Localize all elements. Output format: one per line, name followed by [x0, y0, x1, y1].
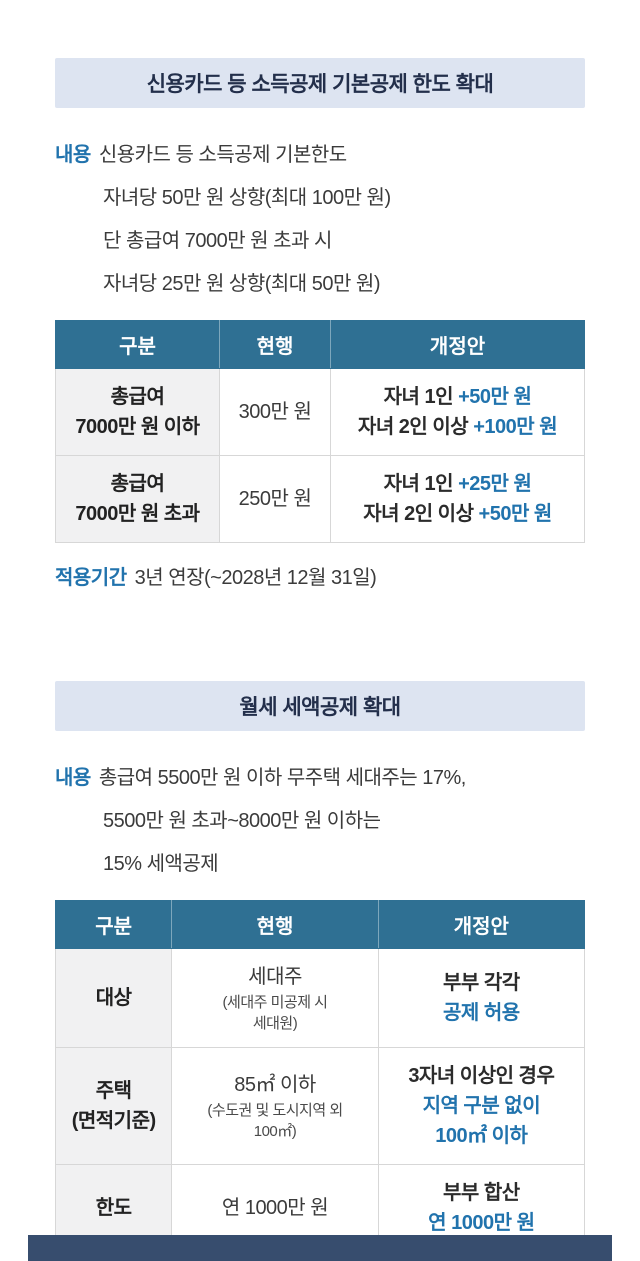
table-header-row: 구분 현행 개정안 — [54, 900, 586, 949]
current-cell: 세대주 (세대주 미공제 시 세대원) — [171, 948, 379, 1048]
highlight-value: +50만 원 — [458, 386, 532, 408]
table-row: 총급여 7000만 원 초과 250만 원 자녀 1인 +25만 원 자녀 2인… — [55, 455, 585, 543]
category-line: 7000만 원 이하 — [75, 416, 200, 438]
table-row: 주택 (면적기준) 85㎡ 이하 (수도권 및 도시지역 외 100㎡) 3자녀… — [54, 1047, 586, 1165]
current-sub: (수도권 및 도시지역 외 — [207, 1102, 343, 1119]
section2-title-banner: 월세 세액공제 확대 — [55, 681, 585, 731]
section1-description: 내용 신용카드 등 소득공제 기본한도 자녀당 50만 원 상향(최대 100만 … — [55, 134, 585, 306]
description-text: 총급여 5500만 원 이하 무주택 세대주는 17%, — [98, 767, 467, 789]
category-line: (면적기준) — [71, 1110, 156, 1132]
column-header-revised: 개정안 — [330, 320, 585, 369]
category-line: 7000만 원 초과 — [75, 503, 200, 525]
revised-text: 자녀 1인 — [383, 473, 459, 495]
highlight-value: +50만 원 — [478, 503, 553, 525]
highlight-value: 공제 허용 — [443, 1002, 520, 1024]
content-label: 내용 — [55, 144, 91, 166]
column-header-current: 현행 — [218, 320, 332, 369]
description-line: 내용 신용카드 등 소득공제 기본한도 — [55, 134, 585, 177]
revised-text: 자녀 2인 이상 — [363, 503, 479, 525]
highlight-value: 100㎡ 이하 — [435, 1125, 528, 1147]
description-line: 5500만 원 초과~8000만 원 이하는 — [103, 810, 381, 832]
revised-text: 자녀 2인 이상 — [357, 416, 474, 438]
column-header-category: 구분 — [54, 900, 173, 949]
revised-line: 자녀 1인 +50만 원 — [335, 382, 580, 412]
revised-line: 자녀 1인 +25만 원 — [335, 469, 580, 499]
revised-cell: 부부 각각 공제 허용 — [377, 948, 586, 1048]
revised-line: 부부 각각 — [443, 972, 520, 994]
revised-line: 부부 합산 — [443, 1182, 520, 1204]
period-label: 적용기간 — [55, 567, 127, 589]
current-main: 85㎡ 이하 — [234, 1074, 316, 1096]
category-cell: 총급여 7000만 원 이하 — [55, 368, 220, 456]
section2: 월세 세액공제 확대 내용 총급여 5500만 원 이하 무주택 세대주는 17%… — [54, 681, 586, 1252]
current-cell: 250만 원 — [218, 455, 332, 543]
description-line: 자녀당 50만 원 상향(최대 100만 원) — [103, 187, 391, 209]
description-line: 내용 총급여 5500만 원 이하 무주택 세대주는 17%, — [55, 757, 585, 800]
current-sub: (세대주 미공제 시 — [222, 994, 328, 1011]
current-sub: 100㎡) — [253, 1123, 297, 1140]
category-cell: 주택 (면적기준) — [54, 1047, 173, 1165]
column-header-revised: 개정안 — [377, 900, 586, 949]
table-row: 대상 세대주 (세대주 미공제 시 세대원) 부부 각각 공제 허용 — [54, 948, 586, 1048]
revised-line: 자녀 2인 이상 +50만 원 — [335, 499, 580, 529]
section2-description: 내용 총급여 5500만 원 이하 무주택 세대주는 17%, 5500만 원 초… — [55, 757, 585, 886]
column-header-current: 현행 — [171, 900, 379, 949]
column-header-category: 구분 — [55, 320, 220, 369]
table-header-row: 구분 현행 개정안 — [55, 320, 585, 369]
period-text: 3년 연장(~2028년 12월 31일) — [134, 567, 377, 589]
footer-bar — [28, 1235, 612, 1261]
highlight-value: +25만 원 — [458, 473, 532, 495]
section1-title-banner: 신용카드 등 소득공제 기본공제 한도 확대 — [55, 58, 585, 108]
highlight-value: +100만 원 — [473, 416, 558, 438]
category-cell: 대상 — [54, 948, 173, 1048]
credit-card-deduction-table: 구분 현행 개정안 총급여 7000만 원 이하 300만 원 자녀 1인 +5… — [55, 320, 585, 543]
revised-cell: 자녀 1인 +50만 원 자녀 2인 이상 +100만 원 — [330, 368, 585, 456]
highlight-value: 연 1000만 원 — [428, 1212, 535, 1234]
category-line: 총급여 — [110, 386, 165, 408]
current-cell: 300만 원 — [218, 368, 332, 456]
category-line: 주택 — [95, 1080, 132, 1102]
revised-cell: 자녀 1인 +25만 원 자녀 2인 이상 +50만 원 — [330, 455, 585, 543]
revised-line: 자녀 2인 이상 +100만 원 — [335, 412, 580, 442]
category-cell: 총급여 7000만 원 초과 — [55, 455, 220, 543]
current-main: 세대주 — [248, 966, 302, 988]
highlight-value: 지역 구분 없이 — [422, 1095, 541, 1117]
category-line: 총급여 — [110, 473, 165, 495]
description-line: 자녀당 25만 원 상향(최대 50만 원) — [103, 273, 381, 295]
revised-cell: 3자녀 이상인 경우 지역 구분 없이 100㎡ 이하 — [377, 1047, 586, 1165]
current-sub: 세대원) — [252, 1015, 298, 1032]
description-line: 15% 세액공제 — [103, 853, 219, 875]
rent-tax-credit-table: 구분 현행 개정안 대상 세대주 (세대주 미공제 시 세대원) 부부 각각 공… — [54, 900, 586, 1252]
table-row: 총급여 7000만 원 이하 300만 원 자녀 1인 +50만 원 자녀 2인… — [55, 368, 585, 456]
current-cell: 85㎡ 이하 (수도권 및 도시지역 외 100㎡) — [171, 1047, 379, 1165]
description-line: 단 총급여 7000만 원 초과 시 — [103, 230, 332, 252]
revised-text: 자녀 1인 — [383, 386, 459, 408]
content-label: 내용 — [55, 767, 91, 789]
description-text: 신용카드 등 소득공제 기본한도 — [98, 144, 347, 166]
revised-line: 3자녀 이상인 경우 — [408, 1065, 555, 1087]
application-period: 적용기간 3년 연장(~2028년 12월 31일) — [55, 557, 585, 599]
